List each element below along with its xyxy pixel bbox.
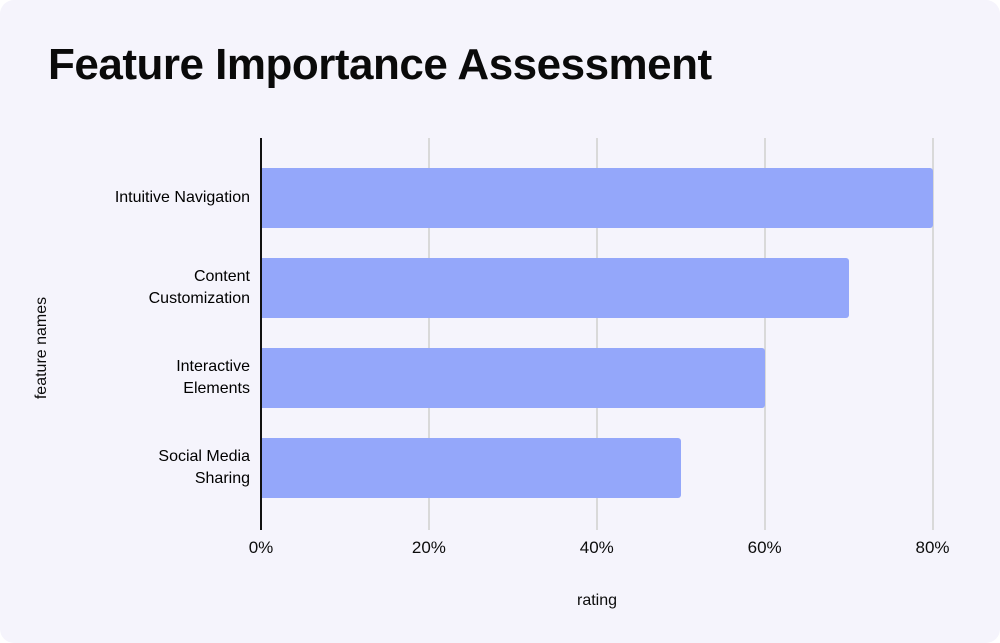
y-axis-line <box>260 138 262 530</box>
bar-interactive-elements <box>261 348 765 408</box>
y-tick-label-interactive-elements: Interactive Elements <box>176 358 250 397</box>
x-tick-label-60%: 60% <box>747 538 782 557</box>
y-tick-label-social-media-sharing: Social Media Sharing <box>158 448 250 487</box>
x-tick-label-80%: 80% <box>915 538 950 557</box>
bar-intuitive-navigation <box>261 168 933 228</box>
y-tick-label-intuitive-navigation: Intuitive Navigation <box>114 189 250 206</box>
y-tick-label-content-customization: Content Customization <box>148 268 250 307</box>
plot-area <box>260 138 985 530</box>
gridline-40% <box>595 138 598 530</box>
x-tick-label-0%: 0% <box>248 538 274 557</box>
gridline-60% <box>763 138 766 530</box>
bar-content-customization <box>261 258 849 318</box>
x-tick-label-20%: 20% <box>411 538 446 557</box>
x-axis-title: rating <box>576 592 618 609</box>
gridline-20% <box>427 138 430 530</box>
bar-social-media-sharing <box>261 438 681 498</box>
gridline-80% <box>931 138 934 530</box>
chart-title: Feature Importance Assessment <box>48 40 712 89</box>
x-tick-label-40%: 40% <box>579 538 614 557</box>
y-axis-title: feature names <box>33 296 50 400</box>
